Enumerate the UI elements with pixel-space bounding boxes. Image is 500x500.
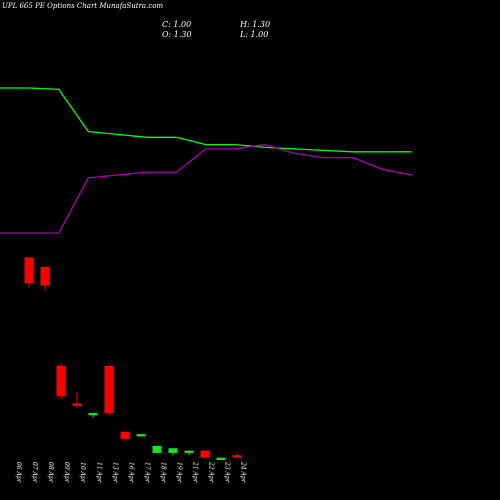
x-tick-label: 08 Apr [47, 462, 54, 484]
candle-body [216, 457, 226, 460]
x-tick-label: 11 Apr [95, 462, 102, 484]
x-axis-labels: 06 Apr 07 Apr 08 Apr 09 Apr 10 Apr 11 Apr 13 A… [15, 461, 247, 484]
x-tick-label: 07 Apr [31, 462, 38, 484]
x-tick-label: 16 Apr [127, 462, 134, 484]
indicator-lines [0, 87, 412, 234]
open-value: O: 1.30 [162, 30, 192, 39]
x-tick-label: 06 Apr [15, 462, 22, 484]
purple-line [0, 143, 412, 234]
low-value: L: 1.00 [240, 30, 269, 39]
x-tick-label: 19 Apr [176, 462, 183, 484]
candle-body [152, 445, 162, 453]
x-tick-label: 10 Apr [79, 462, 86, 484]
x-tick-label: 13 Apr [111, 462, 118, 484]
candle-body [104, 365, 114, 413]
close-value: C: 1.00 [162, 20, 192, 29]
high-value: H: 1.30 [240, 20, 271, 29]
x-tick-label: 17 Apr [143, 462, 150, 484]
x-tick-label: 22 Apr [208, 461, 215, 484]
candle-body [232, 455, 242, 458]
x-tick-label: 24 Apr [240, 461, 247, 484]
candle-body [168, 448, 178, 453]
x-tick-label: 23 Apr [224, 461, 231, 484]
chart-title: UPL 665 PE Options Chart MunafaSutra.com [2, 2, 164, 10]
candle-body [120, 431, 130, 439]
candles [24, 257, 242, 460]
candle-body [24, 257, 34, 284]
candle-body [88, 412, 98, 416]
candle-body [56, 365, 66, 397]
candle-body [136, 434, 146, 437]
candle-body [40, 266, 50, 286]
x-tick-label: 09 Apr [63, 462, 70, 484]
candle-body [184, 450, 194, 453]
x-tick-label: 21 Apr [192, 461, 199, 484]
green-line [0, 87, 412, 153]
candle-body [72, 403, 82, 406]
candle-body [200, 450, 210, 458]
x-tick-label: 18 Apr [159, 462, 166, 484]
